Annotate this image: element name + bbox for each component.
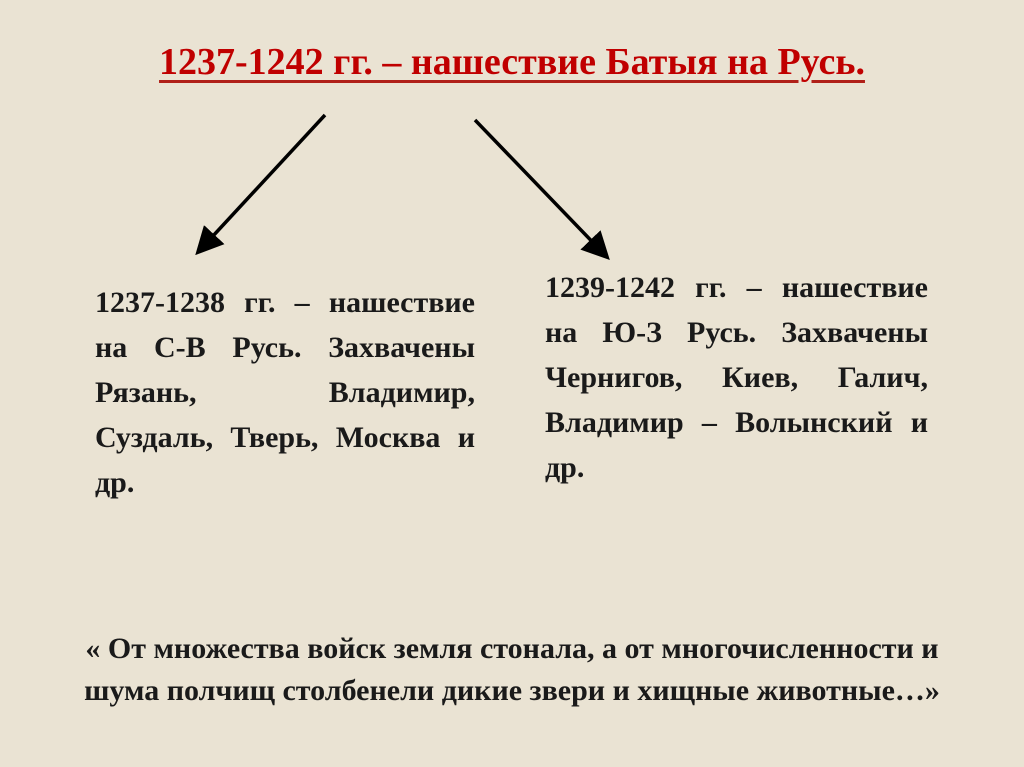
right-block: 1239-1242 гг. – нашествие на Ю-З Русь. З… <box>545 265 928 490</box>
left-dates: 1237-1238 гг. <box>95 286 276 319</box>
left-sep: – <box>276 286 329 319</box>
right-sep: – <box>727 271 782 304</box>
left-block: 1237-1238 гг. – нашествие на С-В Русь. З… <box>95 280 475 505</box>
right-dates: 1239-1242 гг. <box>545 271 727 304</box>
main-title: 1237-1242 гг. – нашествие Батыя на Русь. <box>0 40 1024 84</box>
quote-text: « От множества войск земля стонала, а от… <box>80 628 944 712</box>
